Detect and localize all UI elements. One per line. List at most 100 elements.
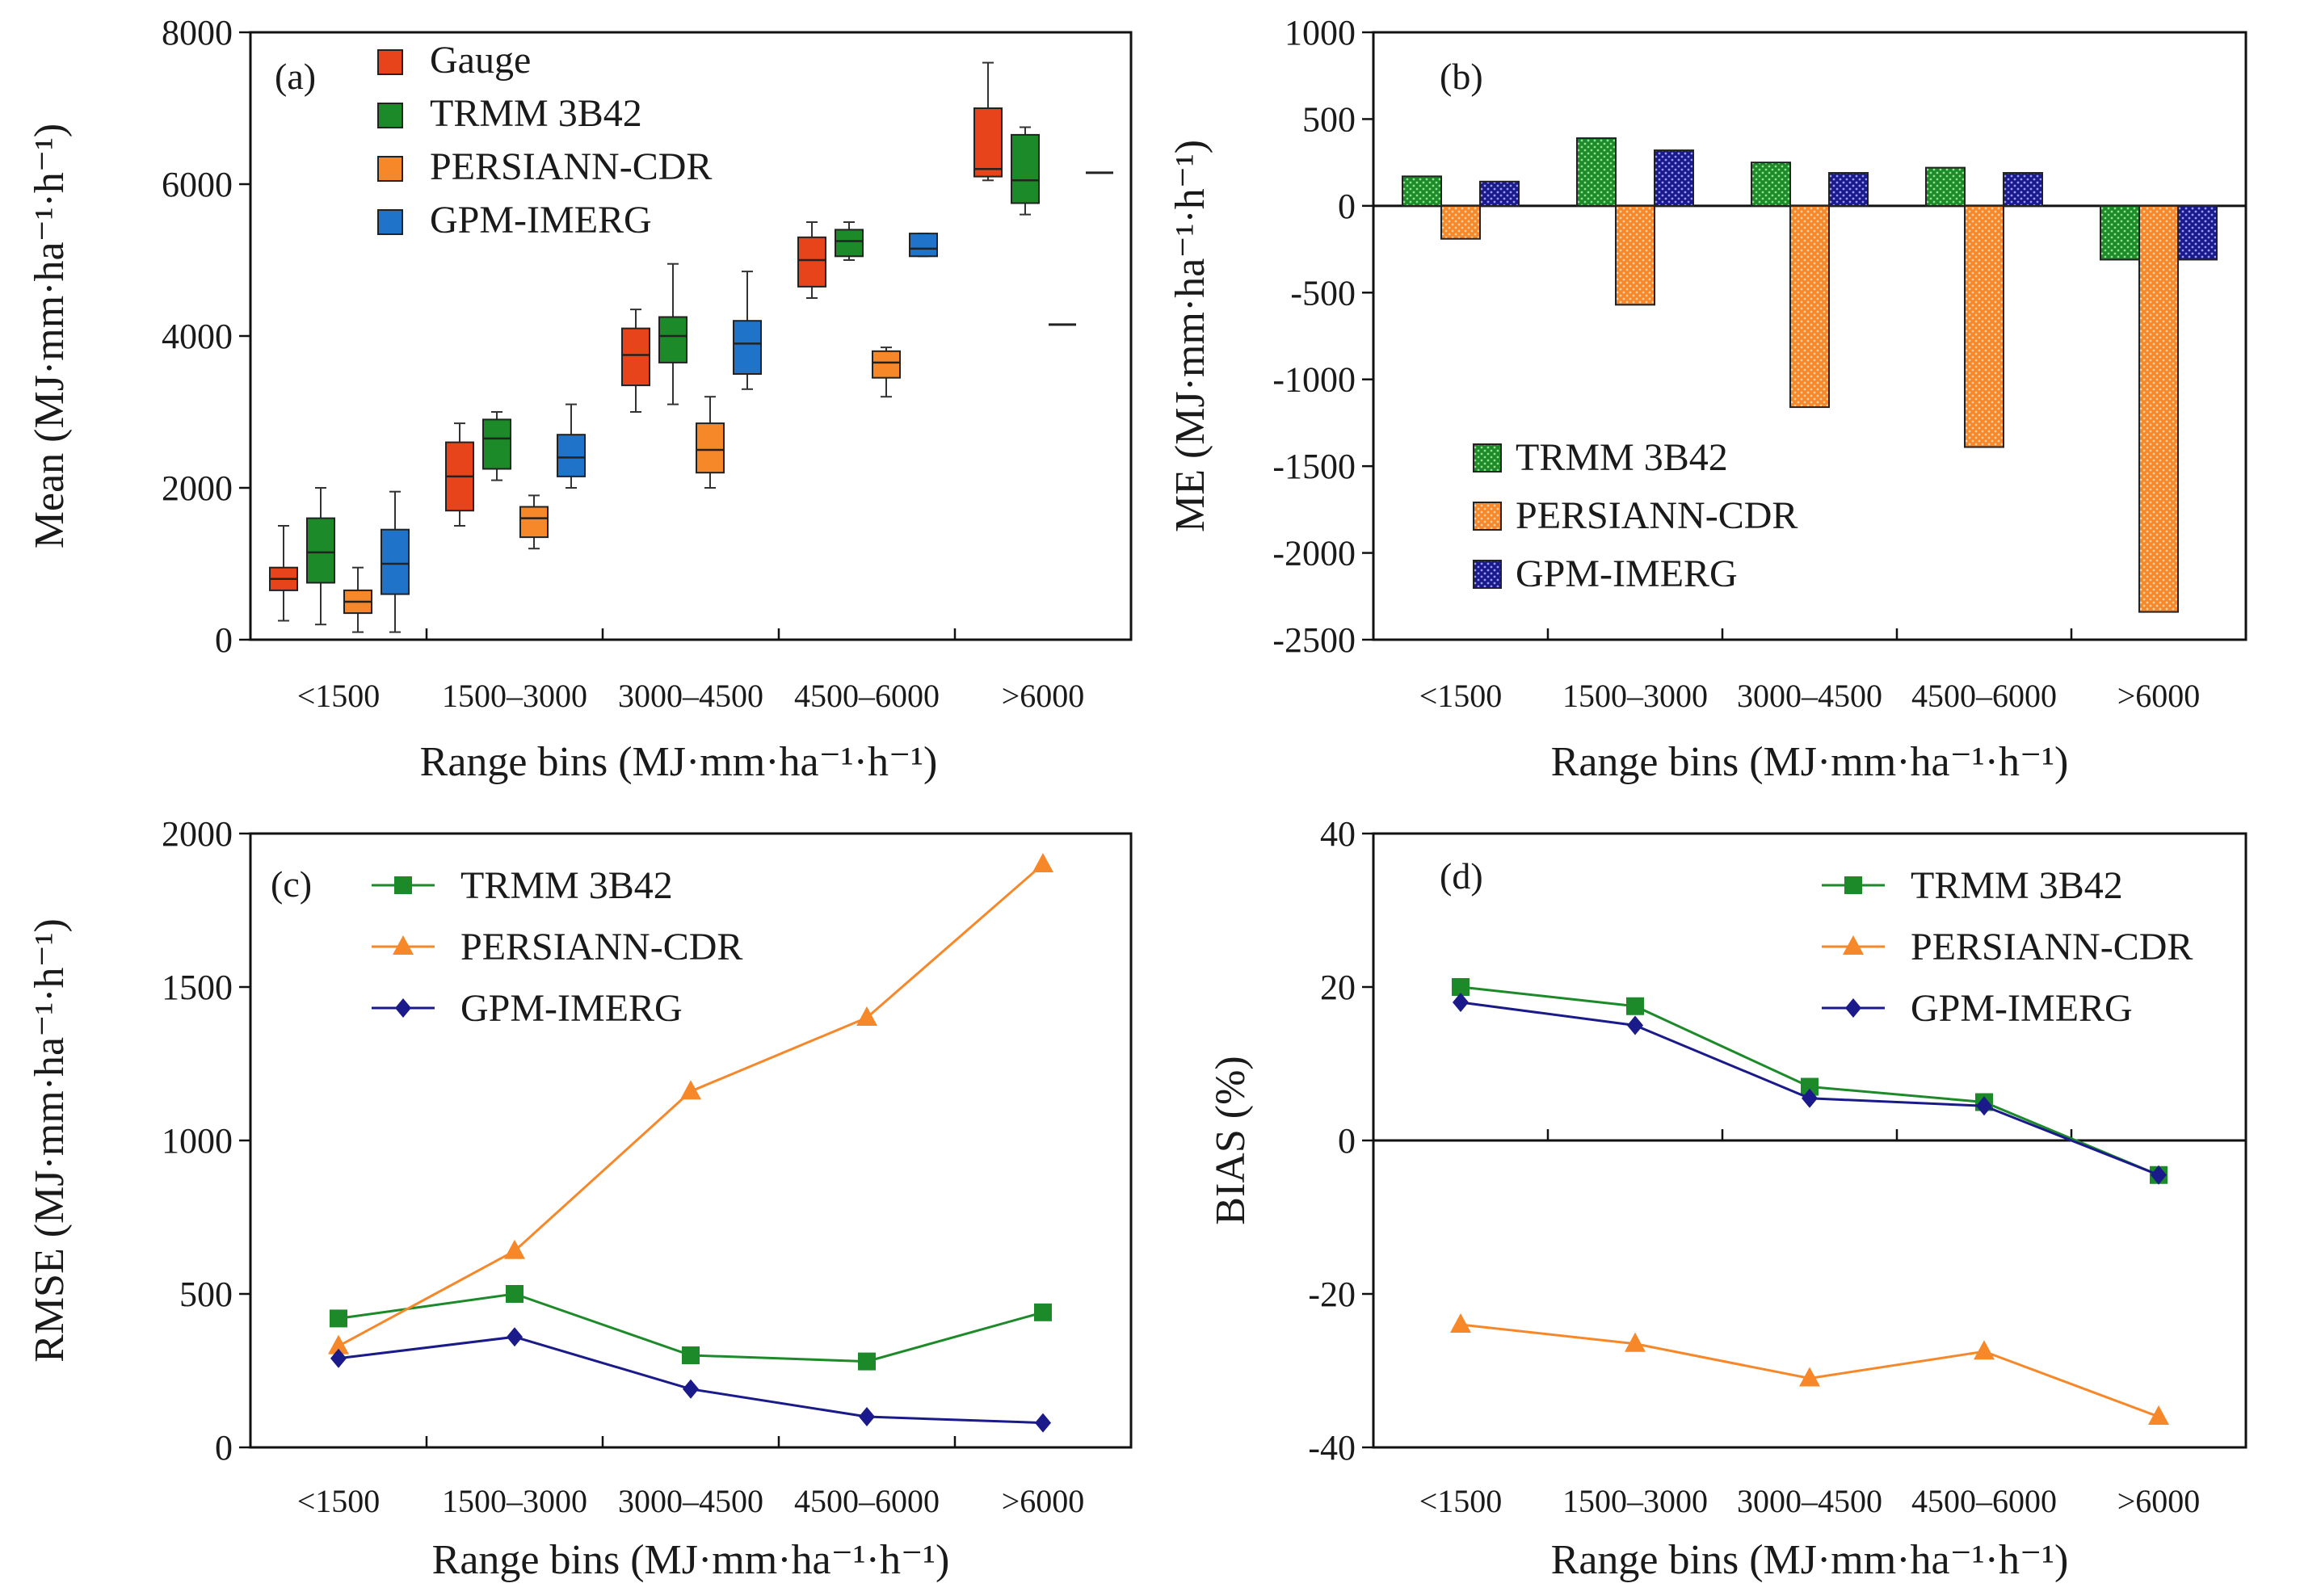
box-iqr bbox=[872, 350, 901, 379]
point-marker bbox=[394, 876, 412, 894]
panel-label: (b) bbox=[1440, 56, 1483, 97]
point-marker bbox=[1799, 1367, 1820, 1387]
x-tick-label: <1500 bbox=[297, 678, 381, 714]
y-tick-label: 1000 bbox=[1285, 13, 1356, 52]
legend-label: GPM-IMERG bbox=[1516, 552, 1738, 595]
point-marker bbox=[506, 1285, 523, 1303]
point-marker bbox=[395, 998, 411, 1018]
y-tick-label: -1500 bbox=[1272, 447, 1356, 486]
x-tick-label: 4500–6000 bbox=[1911, 678, 2057, 714]
legend-label: TRMM 3B42 bbox=[430, 92, 642, 135]
point-marker bbox=[859, 1407, 875, 1426]
legend-label: Gauge bbox=[430, 39, 531, 82]
box-iqr bbox=[482, 418, 511, 470]
box-iqr bbox=[797, 236, 826, 288]
legend-swatch bbox=[1473, 502, 1502, 531]
series-lines bbox=[1373, 978, 2246, 1425]
box-iqr bbox=[1011, 133, 1040, 204]
x-axis: <1500 1500–3000 3000–4500 4500–6000 >6000 bbox=[297, 1436, 1085, 1519]
y-axis: 2000 1500 1000 500 0 bbox=[162, 814, 250, 1468]
point-marker bbox=[682, 1346, 700, 1364]
x-tick-label: <1500 bbox=[1419, 678, 1503, 714]
y-tick-label: 0 bbox=[215, 620, 233, 660]
point-marker bbox=[1450, 1313, 1471, 1333]
legend-label: TRMM 3B42 bbox=[460, 864, 673, 907]
x-tick-label: 1500–3000 bbox=[442, 678, 587, 714]
bar bbox=[1440, 204, 1481, 240]
x-tick-label: 3000–4500 bbox=[1737, 678, 1882, 714]
point-marker bbox=[1626, 997, 1644, 1015]
legend-swatch bbox=[377, 49, 403, 75]
legend: TRMM 3B42 PERSIANN-CDR GPM-IMERG bbox=[1822, 864, 2193, 1030]
point-marker bbox=[1032, 853, 1053, 872]
box-iqr bbox=[658, 316, 687, 363]
y-axis: 8000 6000 4000 2000 0 bbox=[162, 13, 250, 660]
plot-frame bbox=[1372, 31, 2247, 641]
y-tick-label: 2000 bbox=[162, 468, 233, 508]
panel-label: (a) bbox=[275, 56, 316, 97]
box-iqr bbox=[306, 517, 335, 584]
point-marker bbox=[858, 1352, 876, 1371]
point-marker bbox=[1844, 876, 1862, 894]
box-iqr bbox=[835, 229, 864, 258]
bar bbox=[1925, 166, 1966, 207]
y-axis: 1000 500 0 -500 -1000 -1500 -2000 -2500 bbox=[1272, 13, 1373, 660]
x-tick-label: >6000 bbox=[2117, 678, 2201, 714]
x-tick-label: 3000–4500 bbox=[618, 1483, 763, 1519]
y-tick-label: 20 bbox=[1320, 968, 1356, 1007]
point-marker bbox=[1801, 1077, 1819, 1096]
bar bbox=[1654, 149, 1694, 207]
y-tick-label: 6000 bbox=[162, 165, 233, 204]
y-tick-label: 0 bbox=[1338, 1121, 1356, 1161]
point-marker bbox=[1452, 978, 1470, 996]
y-axis-label: Mean (MJ·mm·ha⁻¹·h⁻¹) bbox=[27, 124, 73, 549]
x-tick-label: 4500–6000 bbox=[794, 1483, 940, 1519]
bars bbox=[1373, 137, 2246, 613]
point-marker bbox=[330, 1309, 347, 1328]
bar bbox=[1828, 172, 1869, 207]
legend-swatch bbox=[377, 156, 403, 182]
legend: TRMM 3B42 PERSIANN-CDR GPM-IMERG bbox=[372, 864, 742, 1030]
y-tick-label: 40 bbox=[1320, 814, 1356, 854]
box-iqr bbox=[696, 422, 725, 474]
bar bbox=[1615, 204, 1655, 306]
point-marker bbox=[1845, 998, 1861, 1018]
box-iqr bbox=[973, 107, 1003, 178]
point-marker bbox=[1974, 1340, 1995, 1360]
bar bbox=[1576, 137, 1617, 207]
point-marker bbox=[1034, 1303, 1052, 1321]
x-axis: <1500 1500–3000 3000–4500 4500–6000 >6000 bbox=[1419, 628, 2201, 714]
x-tick-label: 4500–6000 bbox=[794, 678, 940, 714]
box-iqr bbox=[909, 233, 938, 258]
point-marker bbox=[2148, 1405, 2169, 1425]
x-axis-label: Range bins (MJ·mm·ha⁻¹·h⁻¹) bbox=[1551, 1537, 2069, 1583]
box-iqr bbox=[381, 528, 410, 595]
x-tick-label: 4500–6000 bbox=[1911, 1483, 2057, 1519]
bar bbox=[1402, 175, 1442, 207]
y-tick-label: 8000 bbox=[162, 13, 233, 52]
point-marker bbox=[507, 1327, 523, 1347]
y-tick-label: 2000 bbox=[162, 814, 233, 854]
panel-a-boxplot: (a) 8000 6000 4000 2000 0 <1500 1500–3000 3000… bbox=[27, 13, 1133, 785]
point-marker bbox=[1035, 1413, 1051, 1433]
x-tick-label: 3000–4500 bbox=[618, 678, 763, 714]
legend-swatch bbox=[377, 209, 403, 235]
point-marker bbox=[680, 1080, 701, 1100]
y-tick-label: 4000 bbox=[162, 317, 233, 356]
legend-label: PERSIANN-CDR bbox=[460, 926, 742, 968]
x-tick-label: >6000 bbox=[1002, 1483, 1085, 1519]
y-axis: 40 20 0 -20 -40 bbox=[1308, 814, 1373, 1468]
legend-label: PERSIANN-CDR bbox=[1516, 494, 1798, 537]
y-tick-label: -40 bbox=[1308, 1428, 1356, 1468]
series-lines bbox=[328, 853, 1053, 1433]
bar bbox=[2003, 172, 2043, 207]
legend-label: TRMM 3B42 bbox=[1516, 436, 1728, 479]
bar bbox=[1964, 204, 2004, 448]
bar bbox=[1789, 204, 1830, 409]
point-marker bbox=[1453, 993, 1469, 1012]
y-tick-label: 1500 bbox=[162, 968, 233, 1007]
point-marker bbox=[856, 1006, 877, 1026]
y-tick-label: -2500 bbox=[1272, 620, 1356, 660]
legend-label: GPM-IMERG bbox=[1911, 987, 2133, 1030]
